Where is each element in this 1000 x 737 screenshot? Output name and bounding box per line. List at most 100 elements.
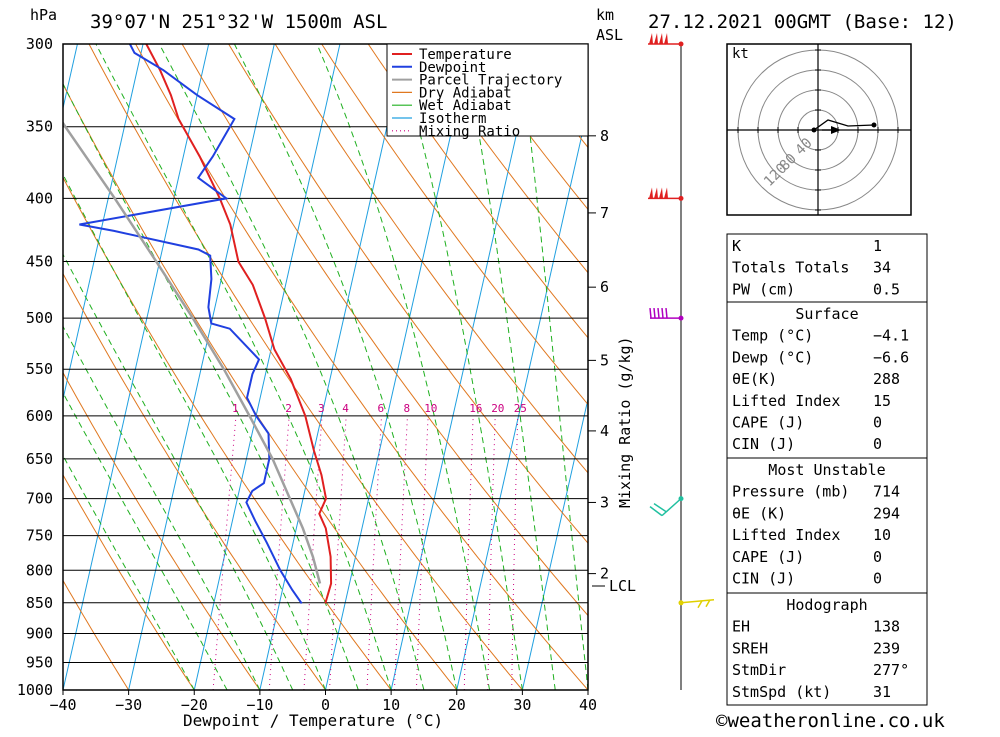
pressure-tick-label: 500	[26, 309, 53, 327]
table-row-value: 0	[873, 414, 882, 432]
table-row-label: StmDir	[732, 661, 786, 679]
table-row-value: 1	[873, 237, 882, 255]
dry-adiabat-line	[367, 44, 588, 339]
surface-table-box	[726, 301, 928, 459]
table-row-label: θE (K)	[732, 504, 786, 522]
wind-barb-flag	[649, 33, 653, 44]
hodograph-start	[811, 127, 817, 133]
pressure-tick-label: 800	[26, 561, 53, 579]
mixing-ratio-label: 25	[514, 402, 527, 415]
wet-adiabat-line	[462, 44, 556, 690]
table-row-label: Pressure (mb)	[732, 483, 849, 501]
wet-adiabat-line	[63, 253, 294, 690]
table-row-value: 31	[873, 683, 891, 701]
dry-adiabat-line	[414, 44, 588, 274]
table-row-value: 239	[873, 639, 900, 657]
x-tick-label: 30	[513, 696, 531, 714]
height-unit-label: km	[596, 6, 614, 24]
table-row-value: 10	[873, 526, 891, 544]
legend-label: Wet Adiabat	[419, 98, 512, 114]
wind-barb-flag	[654, 187, 658, 199]
temperature-tick-labels: −40 −30 −20 −10 0 10 20 30 40	[49, 690, 597, 714]
wet-adiabat-line	[395, 44, 523, 690]
pressure-tick-label: 550	[26, 360, 53, 378]
x-tick-label: 0	[321, 696, 330, 714]
legend-box	[386, 43, 589, 137]
unstable-table-box	[726, 457, 928, 594]
x-tick-label: −10	[246, 696, 273, 714]
height-tick-label: 5	[600, 351, 609, 369]
mixing-ratio-label: 10	[424, 402, 437, 415]
pressure-tick-label: 350	[26, 118, 53, 136]
mixing-ratio-label: 16	[469, 402, 482, 415]
wet-adiabat-line	[95, 44, 392, 690]
mixing-ratio-label: 1	[232, 402, 239, 415]
chart-title: 39°07'N 251°32'W 1500m ASL	[90, 11, 387, 33]
surface-table-heading: Surface	[795, 305, 858, 323]
mixing-ratio-labels: 1 2 3 4 6 8 10 16 20 25	[232, 402, 527, 415]
isotherm-line	[325, 44, 472, 690]
isotherm-line	[390, 44, 538, 690]
legend-label: Isotherm	[419, 111, 486, 127]
wind-barb-flag	[659, 187, 663, 199]
height-tick-labels: 8 7 6 5 4 3 2	[588, 127, 609, 583]
height-tick-label: 2	[600, 565, 609, 583]
wet-adiabat-line	[63, 82, 359, 690]
x-tick-label: 40	[579, 696, 597, 714]
table-row-value: 288	[873, 370, 900, 388]
copyright: ©weatheronline.co.uk	[716, 710, 945, 732]
table-row-label: θE(K)	[732, 370, 777, 388]
wind-barb-flag	[659, 33, 663, 44]
legend-label: Parcel Trajectory	[419, 73, 562, 89]
table-row-label: CIN (J)	[732, 570, 795, 588]
pressure-tick-label: 750	[26, 527, 53, 545]
pressure-tick-label: 450	[26, 253, 53, 271]
pressure-tick-label: 600	[26, 407, 53, 425]
temperature-line	[145, 44, 333, 604]
table-row-label: K	[732, 237, 741, 255]
table-row-value: 0.5	[873, 280, 900, 298]
table-row-value: 0	[873, 435, 882, 453]
wind-barb-flag	[664, 187, 668, 199]
pressure-tick-label: 700	[26, 490, 53, 508]
pressure-unit-label: hPa	[30, 6, 57, 24]
datetime-label: 27.12.2021 00GMT (Base: 12)	[648, 11, 957, 33]
table-row-label: Lifted Index	[732, 526, 840, 544]
wind-barb-feather	[649, 308, 652, 319]
hodograph-end	[871, 122, 877, 128]
table-row-value: 34	[873, 259, 891, 277]
legend-label: Dewpoint	[419, 60, 486, 76]
isotherm-line	[193, 44, 341, 690]
height-tick-label: 7	[600, 204, 609, 222]
table-row-label: PW (cm)	[732, 280, 795, 298]
wind-barb-feather	[649, 506, 663, 517]
pressure-tick-labels: 300 350 400 450 500 550 600 650 700 750 800 850 900 9…	[17, 35, 53, 699]
mixing-ratio-line	[303, 415, 323, 690]
indices-tables: K 1 Totals Totals 34 PW (cm) 0.5 Surface Temp (…	[726, 233, 928, 706]
hodograph-table-box	[726, 592, 928, 706]
wind-barb-feather	[653, 502, 667, 513]
legend-label: Temperature	[419, 47, 512, 63]
table-row-label: CIN (J)	[732, 435, 795, 453]
x-tick-label: 10	[382, 696, 400, 714]
table-row-label: StmSpd (kt)	[732, 683, 831, 701]
dry-adiabat-line	[63, 83, 458, 690]
height-tick-label: 3	[600, 493, 609, 511]
wind-barb-feather	[705, 599, 711, 608]
legend-label: Mixing Ratio	[419, 124, 520, 140]
mixing-ratio-label: 3	[318, 402, 325, 415]
pressure-tick-label: 650	[26, 450, 53, 468]
height-tick-label: 6	[600, 278, 609, 296]
lcl-label: LCL	[609, 577, 636, 595]
profile-lines	[63, 44, 333, 604]
dry-adiabat-line	[63, 473, 195, 690]
height-tick-label: 8	[600, 127, 609, 145]
storm-motion-arrow	[831, 126, 841, 134]
mixing-ratio-line	[366, 415, 382, 690]
pressure-tick-label: 400	[26, 189, 53, 207]
mixing-ratio-label: 2	[285, 402, 292, 415]
isotherm-line	[128, 44, 275, 690]
wind-barb-flag	[649, 187, 653, 199]
